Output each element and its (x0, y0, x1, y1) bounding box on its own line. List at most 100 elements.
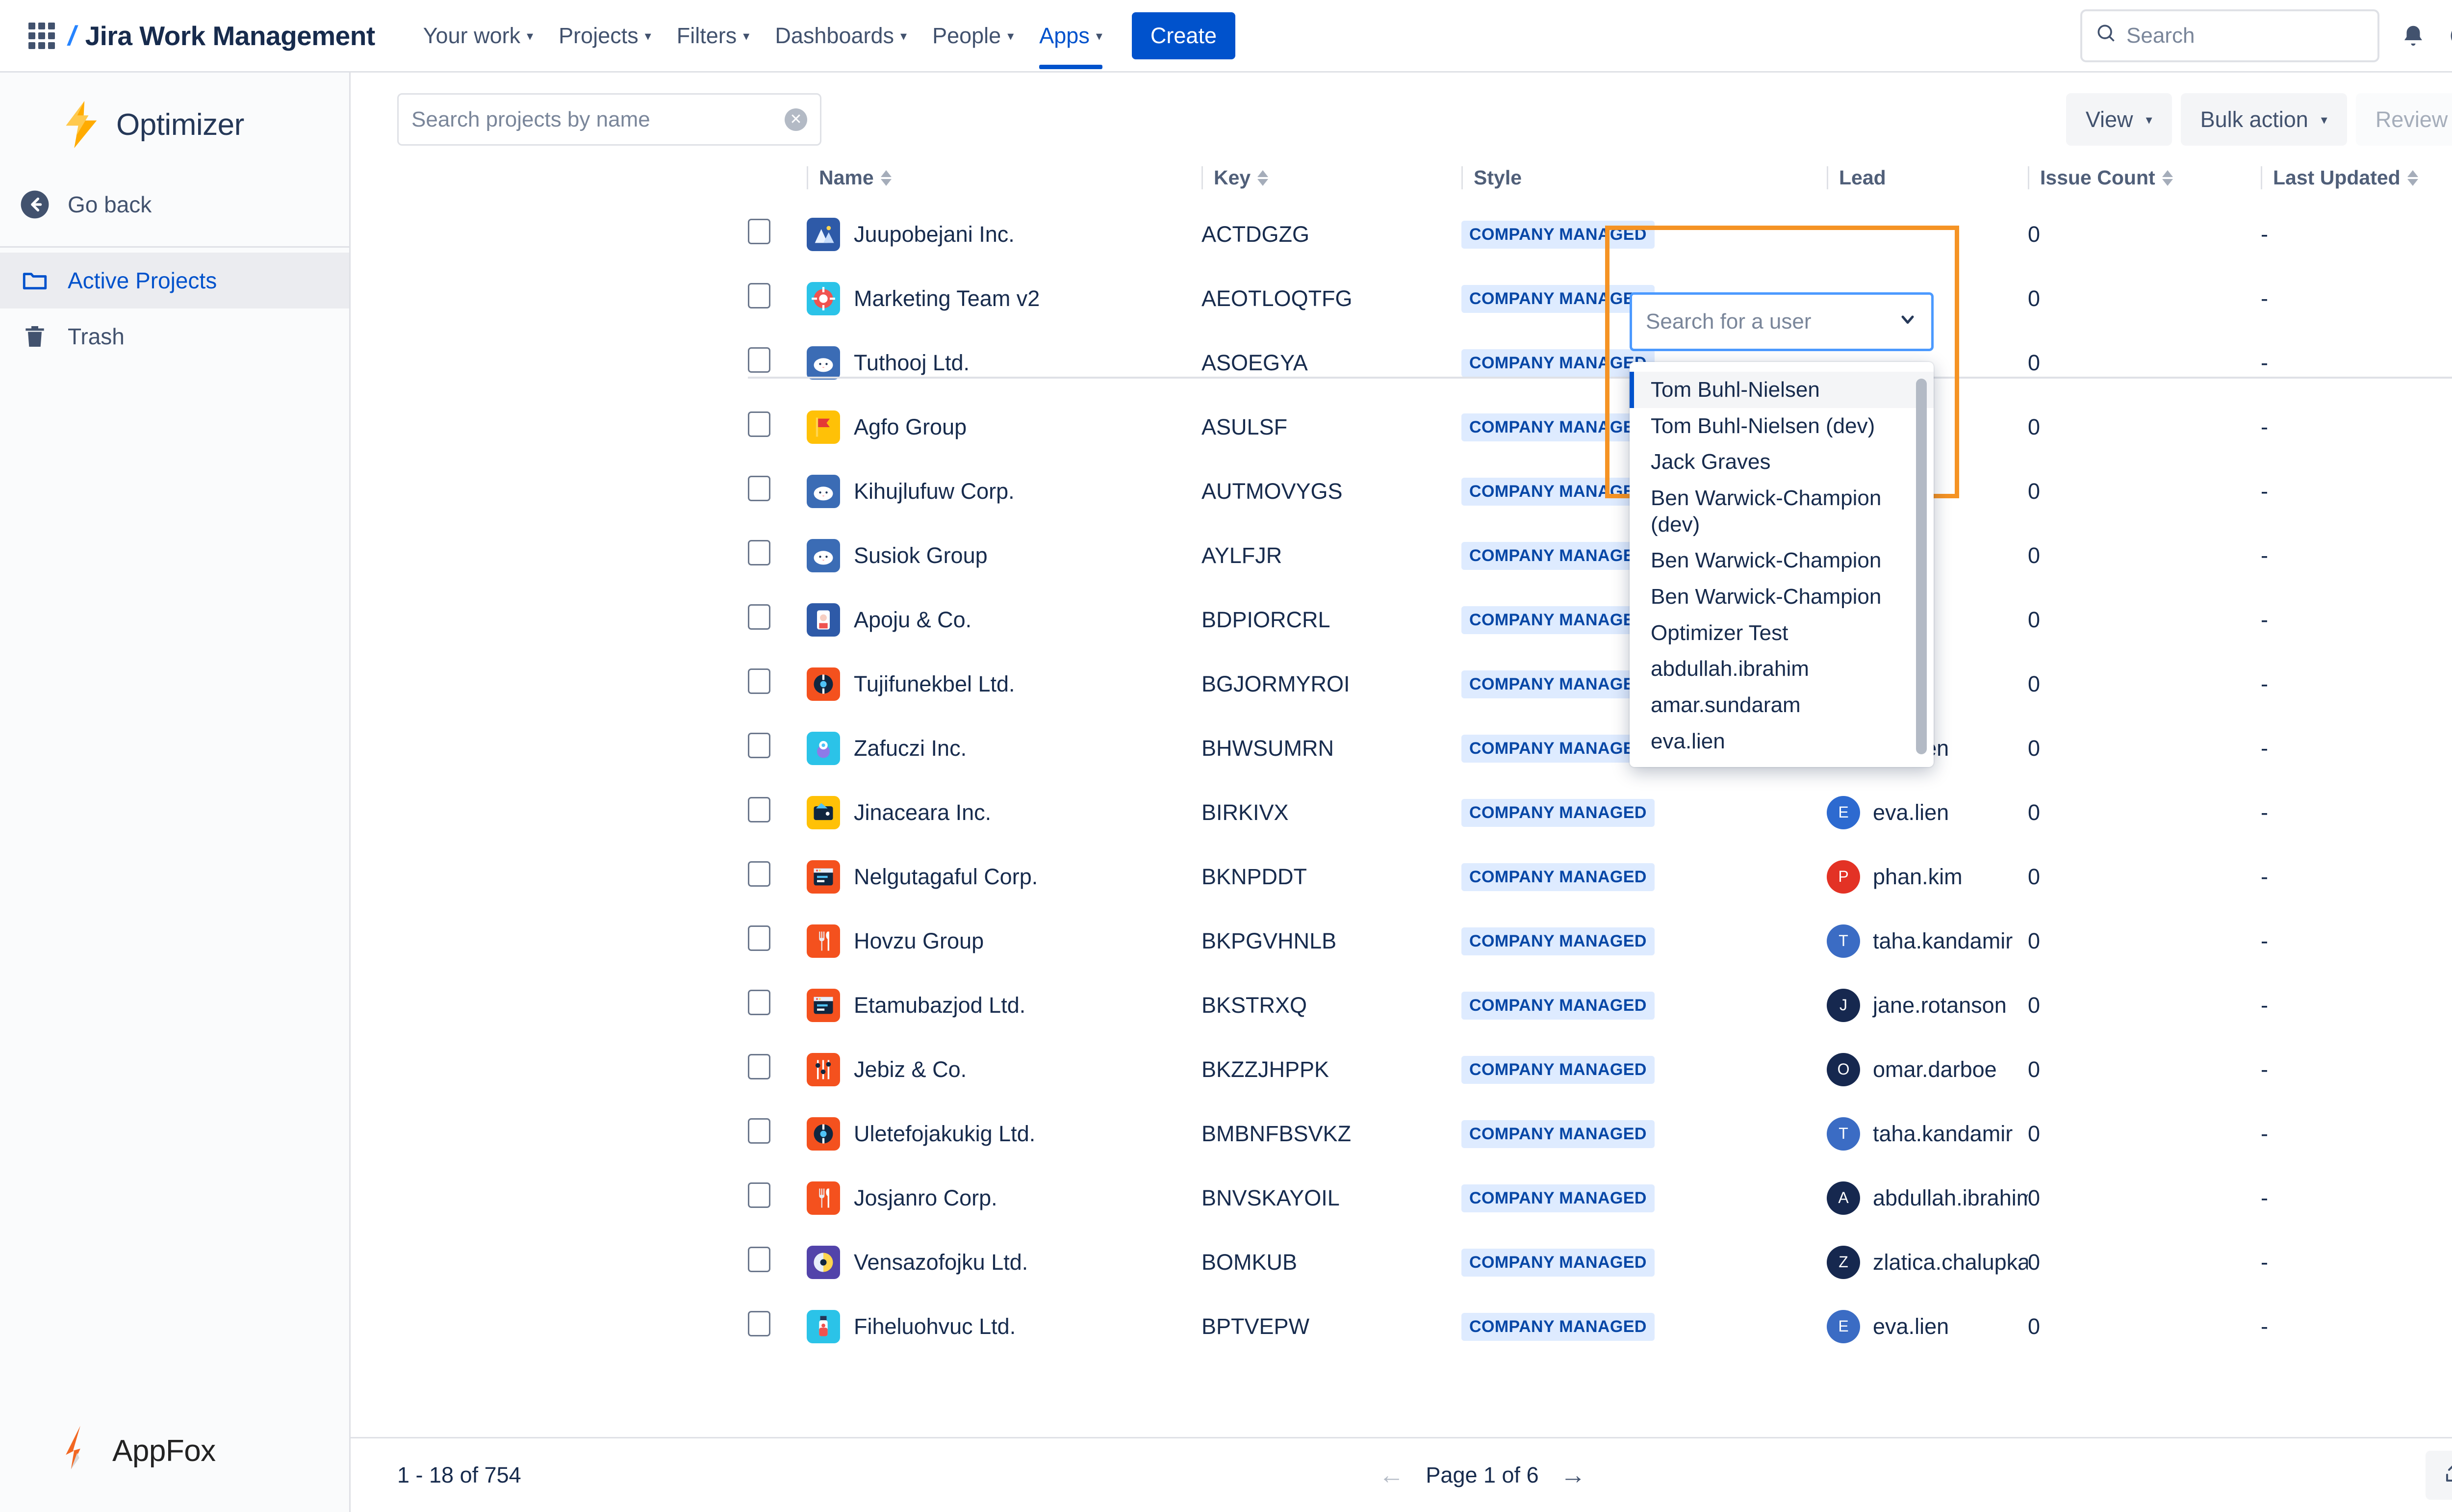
search-projects-input[interactable]: Search projects by name ✕ (397, 93, 821, 146)
table-row[interactable]: Nelgutagaful Corp. BKNPDDT COMPANY MANAGED… (748, 845, 2452, 909)
review-changes-button[interactable]: Review changes (2355, 93, 2452, 146)
create-button[interactable]: Create (1131, 12, 1235, 59)
sort-icon[interactable] (2407, 170, 2418, 186)
sidebar-item-trash[interactable]: Trash (0, 308, 349, 364)
nav-item-filters[interactable]: Filters ▾ (664, 15, 763, 56)
row-checkbox-cell[interactable] (748, 331, 807, 395)
lead-option[interactable]: abdullah.ibrahim (1651, 657, 1809, 681)
row-checkbox[interactable] (748, 925, 770, 951)
row-checkbox[interactable] (748, 1247, 770, 1272)
jira-brand[interactable]: / Jira Work Management (65, 20, 375, 51)
row-checkbox-cell[interactable] (748, 266, 807, 331)
nav-item-apps[interactable]: Apps ▾ (1026, 15, 1115, 69)
lead-option[interactable]: Ben Warwick-Champion (1651, 585, 1882, 609)
row-checkbox-cell[interactable] (748, 716, 807, 780)
nav-item-projects[interactable]: Projects ▾ (546, 15, 664, 56)
column-header-key[interactable]: Key (1201, 160, 1461, 202)
menu-scrollbar[interactable] (1916, 379, 1927, 755)
table-row[interactable]: Tujifunekbel Ltd. BGJORMYROI COMPANY MANAG… (748, 652, 2452, 716)
row-checkbox[interactable] (748, 347, 770, 373)
chevron-down-icon[interactable] (1898, 309, 1917, 334)
column-header-name[interactable]: Name (807, 160, 1201, 202)
notifications-icon[interactable] (2398, 21, 2428, 51)
row-checkbox[interactable] (748, 1118, 770, 1144)
row-checkbox[interactable] (748, 1182, 770, 1208)
lead-option[interactable]: Jack Graves (1651, 450, 1771, 474)
table-row[interactable]: Uletefojakukig Ltd. BMBNFBSVKZ COMPANY MAN… (748, 1102, 2452, 1166)
nav-item-dashboards[interactable]: Dashboards ▾ (762, 15, 920, 56)
row-checkbox-cell[interactable] (748, 845, 807, 909)
sort-icon[interactable] (1257, 170, 1269, 186)
lead-option[interactable]: Tom Buhl-Nielsen (dev) (1651, 413, 1875, 438)
row-checkbox-cell[interactable] (748, 1102, 807, 1166)
column-header-style[interactable]: Style (1461, 160, 1827, 202)
lead-options-menu[interactable]: Tom Buhl-Nielsen Tom Buhl-Nielsen (dev) Ja… (1630, 362, 1934, 768)
app-switcher-icon[interactable] (28, 22, 55, 49)
table-row[interactable]: Kihujlufuw Corp. AUTMOVYGS COMPANY MANAGED… (748, 459, 2452, 523)
row-checkbox-cell[interactable] (748, 1230, 807, 1294)
previous-page-icon[interactable]: ← (1379, 1461, 1405, 1489)
export-button[interactable]: Export (2425, 1451, 2452, 1500)
project-lead-cell[interactable] (1827, 202, 2028, 266)
row-checkbox-cell[interactable] (748, 909, 807, 973)
lead-option[interactable]: Optimizer Test (1651, 620, 1788, 645)
lead-option[interactable]: Ben Warwick-Champion (1651, 548, 1882, 573)
row-checkbox[interactable] (748, 540, 770, 565)
column-header-last-updated[interactable]: Last Updated (2261, 160, 2452, 202)
next-page-icon[interactable]: → (1560, 1461, 1586, 1489)
row-checkbox-cell[interactable] (748, 202, 807, 266)
clear-search-icon[interactable]: ✕ (785, 108, 807, 131)
row-checkbox-cell[interactable] (748, 395, 807, 459)
row-checkbox[interactable] (748, 1054, 770, 1079)
row-checkbox-cell[interactable] (748, 1166, 807, 1230)
row-checkbox-cell[interactable] (748, 1294, 807, 1358)
lead-option[interactable]: eva.lien (1651, 729, 1725, 753)
help-icon[interactable]: ? (2447, 21, 2452, 51)
row-checkbox-cell[interactable] (748, 652, 807, 716)
table-row[interactable]: Juupobejani Inc. ACTDGZG COMPANY MANAGED 0 -… (748, 202, 2452, 266)
lead-option[interactable]: Ben Warwick-Champion (dev) (1651, 486, 1882, 537)
nav-item-your-work[interactable]: Your work ▾ (410, 15, 546, 56)
table-row[interactable]: Marketing Team v2 AEOTLOQTFG COMPANY MANAG… (748, 266, 2452, 331)
row-checkbox[interactable] (748, 1311, 770, 1336)
column-header-lead[interactable]: Lead (1827, 160, 2028, 202)
nav-item-people[interactable]: People ▾ (920, 15, 1026, 56)
lead-option[interactable]: Tom Buhl-Nielsen (1630, 372, 1934, 408)
column-header-issue-count[interactable]: Issue Count (2028, 160, 2261, 202)
row-checkbox[interactable] (748, 733, 770, 758)
sort-icon[interactable] (880, 170, 892, 186)
row-checkbox-cell[interactable] (748, 588, 807, 652)
row-checkbox-cell[interactable] (748, 973, 807, 1037)
sidebar-item-active-projects[interactable]: Active Projects (0, 253, 349, 308)
row-checkbox-cell[interactable] (748, 459, 807, 523)
sort-icon[interactable] (2162, 170, 2173, 186)
row-checkbox[interactable] (748, 219, 770, 244)
lead-search-input[interactable]: Search for a user (1630, 292, 1934, 351)
row-checkbox[interactable] (748, 797, 770, 822)
row-checkbox[interactable] (748, 476, 770, 501)
row-checkbox[interactable] (748, 861, 770, 887)
bulk-action-button[interactable]: Bulk action ▾ (2180, 93, 2347, 146)
row-checkbox[interactable] (748, 668, 770, 694)
row-checkbox[interactable] (748, 990, 770, 1015)
